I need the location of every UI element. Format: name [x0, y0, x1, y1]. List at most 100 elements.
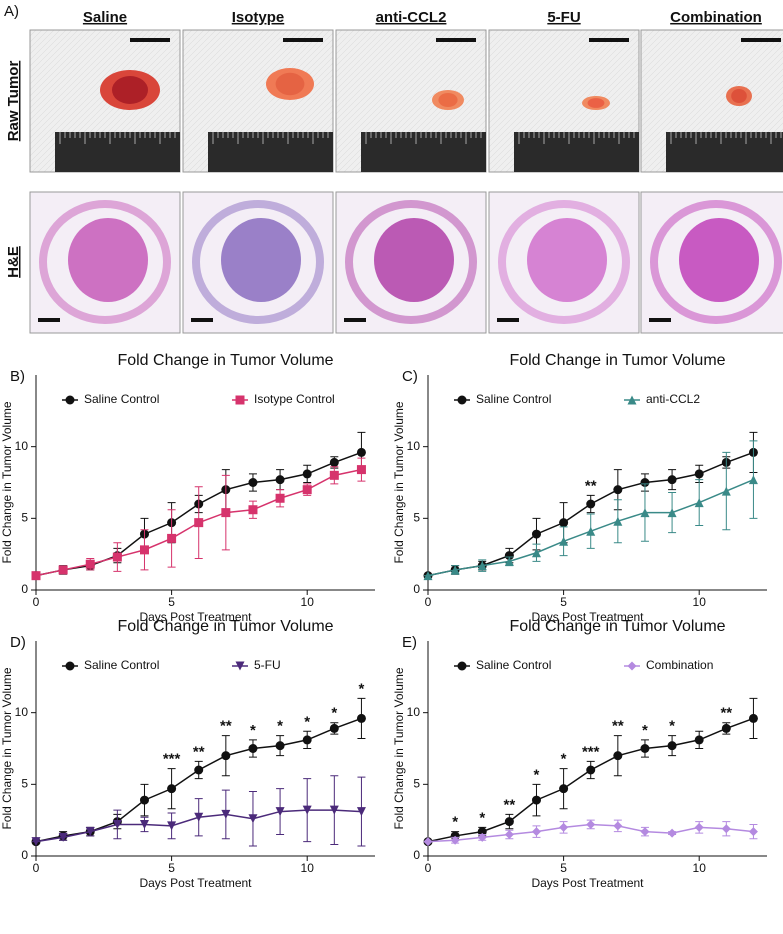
marker: [275, 493, 285, 503]
marker: [329, 805, 339, 815]
significance: *: [331, 705, 337, 722]
marker: [721, 824, 731, 834]
marker: [694, 822, 704, 832]
marker: [221, 751, 231, 761]
marker: [248, 505, 258, 515]
marker: [356, 713, 366, 723]
marker: [504, 551, 514, 561]
marker: [167, 821, 177, 831]
marker: [504, 817, 514, 827]
x-axis-label: Days Post Treatment: [531, 876, 644, 890]
marker: [302, 735, 312, 745]
marker: [667, 475, 677, 485]
significance: *: [534, 766, 540, 783]
tissue-outer: [650, 200, 782, 324]
legend-label: Combination: [646, 658, 713, 672]
y-axis-label: Fold Change in Tumor Volume: [392, 667, 406, 829]
x-axis-label: Days Post Treatment: [531, 610, 644, 624]
marker: [302, 805, 312, 815]
marker: [531, 827, 541, 837]
marker: [477, 827, 487, 837]
legend-marker: [627, 395, 637, 405]
marker: [748, 827, 758, 837]
legend-marker: [65, 661, 75, 671]
marker: [721, 486, 731, 496]
tissue: [221, 218, 301, 302]
legend-marker: [65, 395, 75, 405]
significance: **: [193, 743, 205, 760]
marker: [31, 571, 41, 581]
ruler: [666, 132, 783, 172]
y-axis-label: Fold Change in Tumor Volume: [0, 667, 14, 829]
legend-label: Saline Control: [476, 658, 551, 672]
x-tick-label: 0: [33, 595, 40, 609]
x-tick-label: 10: [301, 595, 315, 609]
marker: [329, 457, 339, 467]
x-tick-label: 5: [560, 595, 567, 609]
marker: [613, 821, 623, 831]
chart-title: Fold Change in Tumor Volume: [509, 352, 725, 369]
panel-label: C): [402, 368, 418, 385]
marker: [112, 819, 122, 829]
marker: [559, 784, 569, 794]
column-label: anti-CCL2: [376, 9, 447, 26]
significance: *: [250, 722, 256, 739]
marker: [640, 744, 650, 753]
panel-label: B): [10, 368, 25, 385]
y-axis-label: Fold Change in Tumor Volume: [0, 401, 14, 563]
marker: [721, 723, 731, 733]
marker: [667, 828, 677, 838]
tissue: [679, 218, 759, 302]
ruler: [361, 132, 486, 172]
marker: [329, 470, 339, 480]
marker: [640, 508, 650, 518]
significance: *: [642, 722, 648, 739]
legend-marker: [457, 661, 467, 671]
marker: [586, 526, 596, 536]
x-tick-label: 0: [33, 861, 40, 875]
tissue-outer: [39, 200, 171, 324]
marker: [139, 795, 149, 805]
marker: [302, 469, 312, 479]
legend-label: Isotype Control: [254, 392, 335, 406]
significance: **: [720, 705, 732, 722]
legend-label: anti-CCL2: [646, 392, 700, 406]
marker: [586, 765, 596, 775]
marker: [531, 795, 541, 805]
scale-bar: [589, 38, 629, 42]
tissue-outer: [498, 200, 630, 324]
marker: [275, 475, 285, 485]
marker: [85, 559, 95, 569]
marker: [667, 508, 677, 518]
panel-label: A): [4, 3, 19, 20]
significance: **: [585, 477, 597, 494]
significance: **: [220, 718, 232, 735]
marker: [559, 518, 569, 528]
marker: [356, 807, 366, 817]
marker: [139, 545, 149, 555]
scale-bar: [344, 318, 366, 322]
significance: *: [452, 814, 458, 831]
scale-bar: [283, 38, 323, 42]
y-tick-label: 10: [407, 439, 421, 453]
chart-title: Fold Change in Tumor Volume: [117, 352, 333, 369]
legend-label: Saline Control: [84, 392, 159, 406]
x-tick-label: 5: [168, 595, 175, 609]
significance: *: [669, 718, 675, 735]
x-axis-label: Days Post Treatment: [139, 876, 252, 890]
marker: [356, 465, 366, 475]
row-label: H&E: [5, 246, 22, 278]
tissue: [527, 218, 607, 302]
chart-title: Fold Change in Tumor Volume: [509, 618, 725, 635]
x-tick-label: 10: [301, 861, 315, 875]
marker: [748, 475, 758, 485]
significance: *: [359, 680, 365, 697]
chart-title: Fold Change in Tumor Volume: [117, 618, 333, 635]
marker: [356, 447, 366, 457]
ruler: [55, 132, 180, 172]
column-label: Isotype: [232, 9, 285, 26]
marker: [640, 827, 650, 837]
significance: *: [277, 718, 283, 735]
marker: [167, 533, 177, 543]
tissue: [374, 218, 454, 302]
